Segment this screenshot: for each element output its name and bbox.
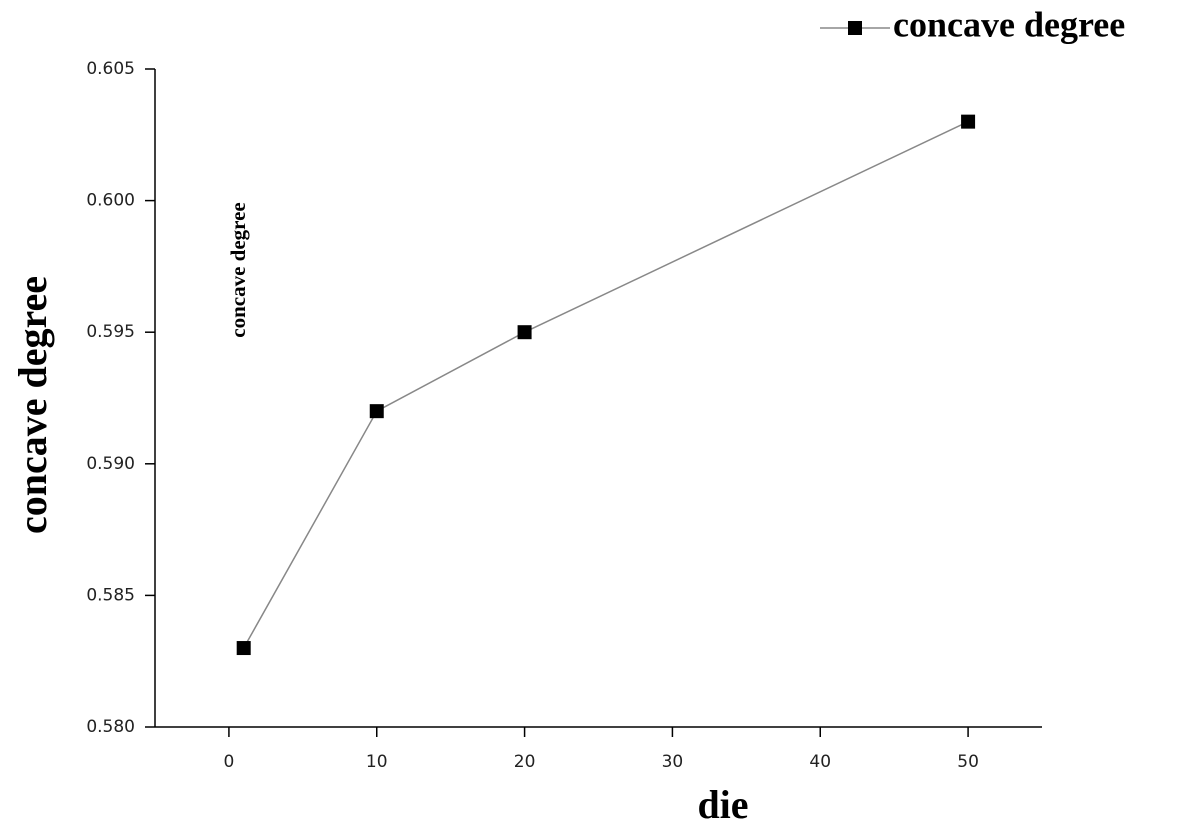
x-tick-label: 30 — [662, 752, 684, 772]
x-tick-label: 10 — [366, 752, 388, 772]
x-tick-label: 0 — [224, 752, 235, 772]
data-point — [369, 404, 384, 419]
y-axis-label: concave degree — [10, 276, 55, 534]
y-tick-label: 0.580 — [86, 717, 135, 737]
x-tick-label: 40 — [809, 752, 831, 772]
data-point — [961, 114, 976, 129]
legend-marker — [848, 21, 862, 35]
y-tick-label: 0.595 — [86, 322, 135, 342]
x-axis-label: die — [697, 782, 748, 827]
legend-label: concave degree — [893, 4, 1125, 44]
y-tick-label: 0.605 — [86, 59, 135, 79]
data-point — [236, 641, 251, 656]
data-point — [517, 325, 532, 340]
y-tick-label: 0.590 — [86, 454, 135, 474]
data-line — [243, 120, 969, 649]
y-tick-label: 0.600 — [86, 191, 135, 211]
x-tick-label: 20 — [514, 752, 536, 772]
y-tick-label: 0.585 — [86, 585, 135, 605]
x-tick-label: 50 — [957, 752, 979, 772]
annotation: concave degree — [226, 202, 250, 337]
